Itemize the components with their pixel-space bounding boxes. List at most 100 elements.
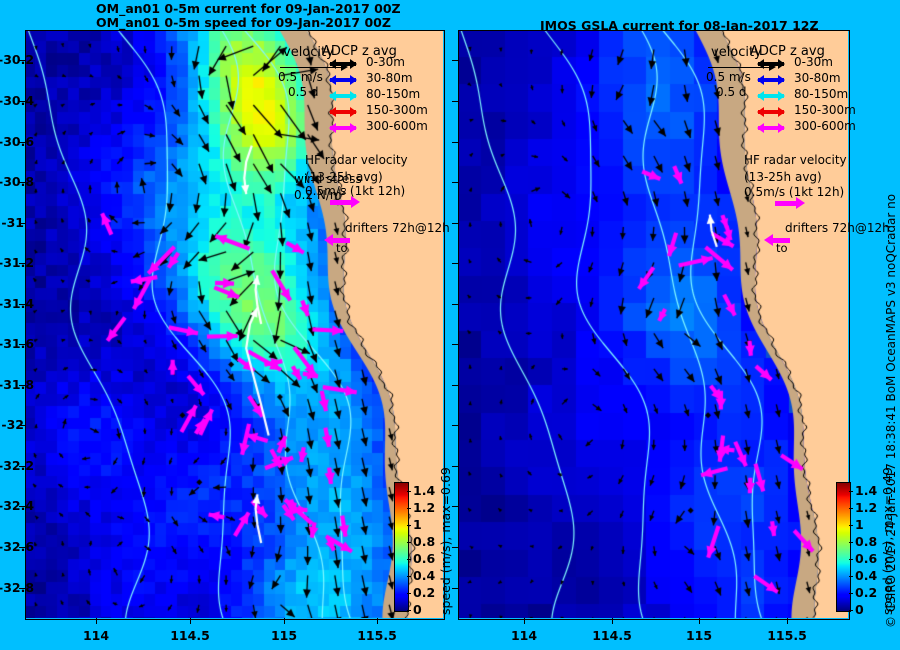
x-axis-tick-label: 115.5	[767, 628, 807, 643]
y-axis-tick	[19, 223, 25, 224]
adcp-legend-label: 150-300m	[794, 103, 856, 117]
y-axis-tick-label: -30.2	[0, 52, 35, 67]
adcp-legend-label: 300-600m	[366, 119, 428, 133]
y-axis-tick-label: -32.8	[0, 580, 35, 595]
colorbar-tick	[407, 508, 411, 509]
left-map-panel[interactable]	[25, 30, 443, 618]
y-axis-tick	[452, 588, 458, 589]
x-axis-tick-label: 115	[685, 628, 713, 643]
colorbar-tick-label: 1.4	[855, 483, 878, 498]
y-axis-tick-label: -32.2	[0, 458, 35, 473]
y-axis-tick	[19, 547, 25, 548]
velocity-key-title: velocity	[283, 45, 334, 60]
y-axis-tick	[19, 425, 25, 426]
y-axis-tick-label: -30.8	[0, 174, 35, 189]
hf-radar-sample-arrow-right	[775, 197, 805, 209]
x-axis-tick	[612, 618, 613, 624]
drifters-start-marker-right: to	[776, 241, 788, 255]
y-axis-tick	[452, 425, 458, 426]
y-axis-tick	[19, 466, 25, 467]
colorbar-tick	[849, 542, 853, 543]
colorbar-tick-label: 1.2	[413, 500, 436, 515]
colorbar-tick-label: 0.4	[413, 568, 436, 583]
adcp-legend-title-right: ADCP z avg	[750, 44, 825, 59]
colorbar-tick-label: 0.4	[855, 568, 878, 583]
colorbar-tick	[849, 525, 853, 526]
adcp-legend-arrow	[757, 107, 785, 117]
colorbar-tick-label: 0.8	[855, 534, 878, 549]
y-axis-tick	[452, 60, 458, 61]
adcp-legend-arrow	[329, 91, 357, 101]
y-axis-tick	[19, 344, 25, 345]
y-axis-tick	[19, 506, 25, 507]
y-axis-tick	[19, 182, 25, 183]
adcp-legend-arrow	[757, 59, 785, 69]
colorbar-tick-label: 1.2	[855, 500, 878, 515]
hf-radar-line3-right: 0.5m/s (1kt 12h)	[744, 185, 845, 199]
colorbar-tick	[407, 593, 411, 594]
velocity-key-arrow-head	[341, 63, 348, 71]
colorbar-tick-label: 0.6	[855, 551, 878, 566]
velocity-key-duration: 0.5 d	[288, 85, 319, 99]
y-axis-tick	[452, 263, 458, 264]
hf-radar-line1: HF radar velocity	[305, 153, 408, 167]
right-colorbar	[836, 482, 851, 612]
adcp-legend-label: 0-30m	[366, 55, 405, 69]
adcp-legend-label: 30-80m	[366, 71, 413, 85]
y-axis-tick	[452, 466, 458, 467]
x-axis-tick-label: 115.5	[357, 628, 397, 643]
x-axis-tick	[284, 618, 285, 624]
colorbar-tick-label: 0	[413, 602, 422, 617]
colorbar-tick	[849, 559, 853, 560]
x-axis-tick-label: 114	[510, 628, 538, 643]
colorbar-tick	[849, 610, 853, 611]
velocity-key-arrow-head-right	[769, 63, 776, 71]
velocity-key-arrow-shaft-right	[708, 67, 770, 68]
hf-radar-line3: 0.5m/s (1kt 12h)	[305, 184, 406, 198]
hf-radar-line1-right: HF radar velocity	[744, 153, 847, 167]
adcp-legend-label: 30-80m	[794, 71, 841, 85]
adcp-legend-label: 0-30m	[794, 55, 833, 69]
y-axis-tick	[19, 142, 25, 143]
colorbar-tick	[407, 542, 411, 543]
x-axis-tick-label: 115	[270, 628, 298, 643]
right-map-panel[interactable]	[458, 30, 848, 618]
x-axis-tick-label: 114	[82, 628, 110, 643]
y-axis-tick	[452, 142, 458, 143]
y-axis-tick	[452, 101, 458, 102]
wind-stress-line2: 0.2 N/m2	[294, 187, 347, 202]
colorbar-tick-label: 0.2	[855, 585, 878, 600]
colorbar-tick	[407, 610, 411, 611]
hf-radar-sample-arrow	[330, 196, 360, 208]
colorbar-tick-label: 0.6	[413, 551, 436, 566]
y-axis-tick	[19, 588, 25, 589]
x-axis-tick	[377, 618, 378, 624]
drifters-sample-arrow-right	[764, 234, 790, 246]
y-axis-tick-label: -32.4	[0, 498, 35, 513]
adcp-legend-arrow	[329, 59, 357, 69]
left-speed-field	[25, 30, 443, 618]
adcp-legend-label: 150-300m	[366, 103, 428, 117]
y-axis-tick	[19, 385, 25, 386]
adcp-legend-label: 300-600m	[794, 119, 856, 133]
hf-radar-line2-right: (13-25h avg)	[744, 170, 822, 184]
velocity-key-title-right: velocity	[711, 45, 762, 60]
credit-text: © CSIRO 2017 24-Jan-2017 18:38:41 BoM Oc…	[884, 193, 898, 628]
y-axis-tick	[19, 101, 25, 102]
velocity-key-scale-right: 0.5 m/s	[706, 70, 751, 84]
x-axis-tick	[787, 618, 788, 624]
y-axis-tick	[452, 344, 458, 345]
x-axis-tick-label: 114.5	[592, 628, 632, 643]
y-axis-tick	[452, 547, 458, 548]
y-axis-tick	[452, 182, 458, 183]
x-axis-tick	[190, 618, 191, 624]
velocity-key-duration-right: 0.5 d	[716, 85, 747, 99]
y-axis-tick	[19, 304, 25, 305]
y-axis-tick	[452, 506, 458, 507]
colorbar-tick-label: 1.4	[413, 483, 436, 498]
colorbar-tick	[849, 593, 853, 594]
adcp-legend-arrow	[757, 123, 785, 133]
x-axis-tick	[524, 618, 525, 624]
velocity-key-arrow-shaft	[280, 67, 342, 68]
colorbar-tick-label: 1	[413, 517, 422, 532]
